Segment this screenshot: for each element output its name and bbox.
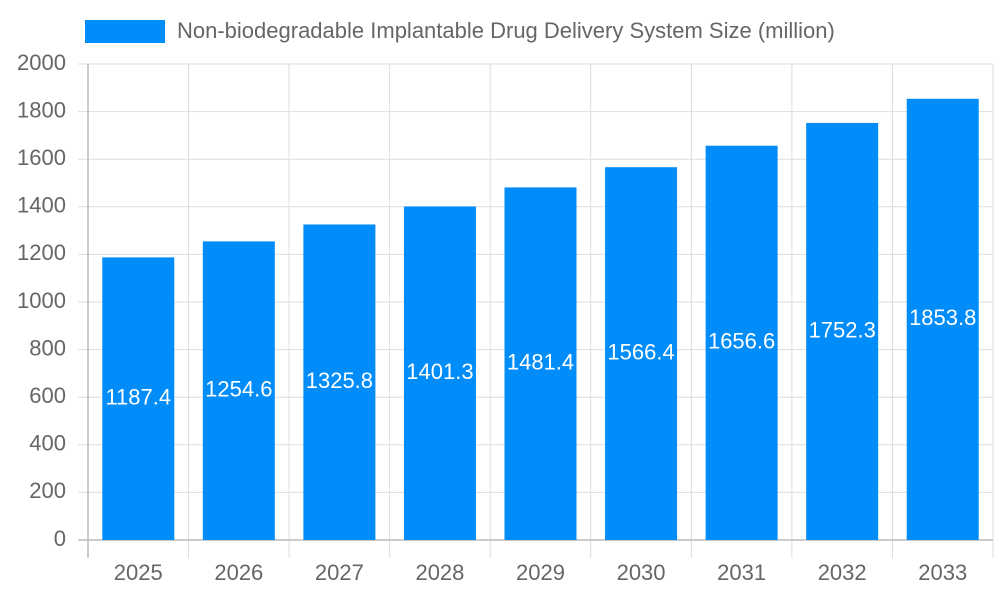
data-label: 1853.8	[909, 305, 976, 330]
y-tick-label: 1600	[17, 145, 66, 170]
y-tick-label: 200	[29, 478, 66, 503]
bar	[403, 206, 476, 540]
data-label: 1481.4	[507, 350, 574, 375]
data-label: 1752.3	[809, 317, 876, 342]
y-tick-label: 1000	[17, 288, 66, 313]
bar	[202, 241, 275, 540]
data-label: 1566.4	[607, 339, 674, 364]
x-tick-label: 2027	[315, 560, 364, 585]
x-tick-label: 2033	[918, 560, 967, 585]
x-tick-label: 2029	[516, 560, 565, 585]
y-tick-label: 1800	[17, 97, 66, 122]
legend-label: Non-biodegradable Implantable Drug Deliv…	[177, 18, 835, 43]
y-tick-label: 0	[54, 526, 66, 551]
x-tick-label: 2030	[617, 560, 666, 585]
bar	[303, 224, 376, 540]
data-label: 1254.6	[205, 377, 272, 402]
data-label: 1325.8	[306, 368, 373, 393]
y-tick-label: 800	[29, 335, 66, 360]
data-label: 1656.6	[708, 329, 775, 354]
y-tick-label: 600	[29, 383, 66, 408]
bar	[102, 257, 175, 540]
data-label: 1401.3	[406, 359, 473, 384]
x-tick-label: 2025	[114, 560, 163, 585]
data-label: 1187.4	[105, 385, 171, 410]
bar	[705, 145, 778, 541]
y-tick-label: 1200	[17, 240, 66, 265]
legend-swatch	[85, 20, 165, 43]
bar	[605, 167, 678, 541]
x-tick-label: 2026	[214, 560, 263, 585]
x-tick-label: 2031	[717, 560, 766, 585]
x-tick-label: 2032	[818, 560, 867, 585]
y-tick-label: 2000	[17, 50, 66, 75]
bar	[806, 122, 879, 540]
bar	[504, 187, 577, 540]
y-tick-label: 400	[29, 431, 66, 456]
y-tick-label: 1400	[17, 193, 66, 218]
bar	[906, 98, 979, 541]
x-tick-label: 2028	[415, 560, 464, 585]
